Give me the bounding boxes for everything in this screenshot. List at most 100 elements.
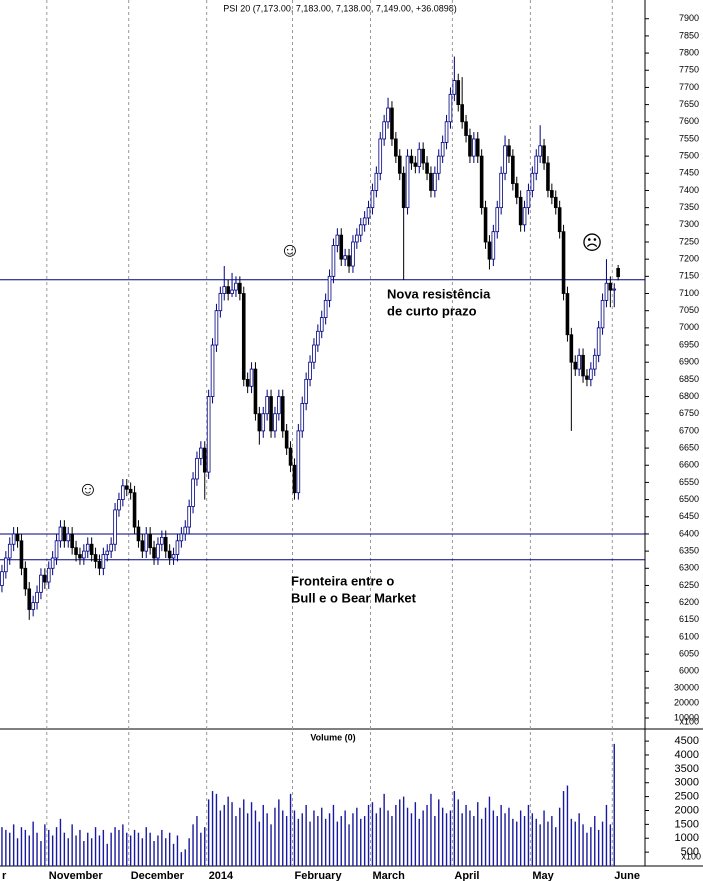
candle-body [616, 268, 620, 278]
candle-body [304, 378, 308, 404]
volume-bar [508, 807, 510, 866]
volume-bar [473, 816, 475, 866]
volume-bar [519, 810, 522, 866]
y-tick-label: 6650 [679, 442, 699, 452]
volume-tick-label: 2500 [675, 791, 699, 803]
volume-bar [67, 838, 69, 866]
candle-body [452, 80, 457, 95]
candle-body [187, 506, 191, 528]
volume-unit-label: x100 [681, 851, 701, 861]
candle-body [277, 396, 281, 415]
volume-bar [348, 824, 350, 866]
volume-bar [293, 810, 296, 866]
candle-body [23, 567, 28, 590]
volume-bar [562, 791, 565, 866]
candle-body [85, 543, 90, 552]
volume-bar [32, 821, 34, 866]
volume-bar [122, 824, 124, 866]
volume-bar [40, 841, 42, 866]
volume-bar [371, 802, 374, 866]
candle-body [429, 172, 433, 191]
candle-body [339, 234, 344, 260]
volume-bar [90, 838, 93, 866]
volume-bar [5, 829, 7, 866]
volume-bar [309, 821, 311, 866]
candle-body [121, 485, 125, 500]
candle-body [557, 207, 562, 233]
candle-body [195, 457, 199, 480]
volume-bar [243, 799, 245, 866]
candle-body [46, 567, 51, 583]
candle-body [475, 138, 480, 157]
volume-bar [239, 807, 241, 866]
candle-body [553, 196, 558, 209]
volume-bar [204, 827, 206, 866]
volume-bar [235, 816, 237, 866]
volume-bar [227, 796, 229, 866]
volume-bar [594, 816, 596, 866]
candle-body [472, 138, 476, 157]
candle-body [238, 282, 242, 294]
volume-bar [153, 841, 155, 866]
candle-body [604, 282, 609, 301]
y-tick-label: 7300 [679, 219, 699, 229]
volume-tick-label: 3500 [675, 763, 699, 775]
volume-bar [36, 832, 38, 866]
volume-bar [484, 807, 487, 866]
candle-body [479, 155, 484, 209]
candle-body [335, 234, 340, 246]
volume-bar [395, 804, 397, 866]
candle-body [401, 172, 406, 209]
candle-body [97, 561, 102, 569]
candle-body [487, 241, 492, 260]
x-tick-label: 2014 [209, 870, 234, 881]
y-tick-label: 7000 [679, 322, 699, 332]
volume-bar [500, 804, 502, 866]
volume-bar [149, 832, 151, 866]
volume-bar [574, 821, 576, 866]
volume-bar [266, 813, 268, 866]
candle-body [35, 591, 39, 604]
candle-body [612, 288, 617, 291]
volume-bar [317, 816, 319, 866]
candle-body [15, 533, 20, 542]
volume-bar [566, 785, 569, 866]
candle-body [234, 282, 238, 291]
volume-bar [582, 824, 584, 866]
candle-body [417, 148, 422, 167]
x-tick-label: April [454, 870, 479, 881]
x-tick-label: r [2, 870, 7, 881]
volume-bar [363, 816, 366, 866]
candle-body [518, 196, 523, 226]
volume-bar [367, 804, 370, 866]
candle-body [312, 344, 316, 363]
volume-bar [512, 818, 514, 866]
y-tick-label: 7800 [679, 47, 699, 57]
volume-tick-label: 4000 [675, 749, 699, 761]
volume-tick-label: 1000 [675, 832, 699, 844]
volume-bar [601, 821, 604, 866]
y-tick-label: 6200 [679, 597, 699, 607]
volume-bar [172, 843, 175, 866]
volume-bar [157, 835, 159, 866]
candle-body [257, 413, 262, 432]
candle-body [436, 155, 441, 174]
volume-bar [44, 824, 46, 866]
candle-body [585, 375, 589, 380]
candle-body [460, 104, 464, 123]
candle-body [503, 145, 507, 174]
candle-body [124, 485, 129, 490]
volume-bar [289, 793, 292, 866]
candle-body [19, 540, 24, 569]
volume-bar [480, 818, 483, 866]
volume-bar [352, 813, 354, 866]
y-tick-label: 6700 [679, 425, 699, 435]
candle-body [43, 574, 47, 583]
y-tick-label: 7150 [679, 271, 699, 281]
y-tick-label: 6850 [679, 374, 699, 384]
volume-bar [207, 799, 210, 866]
candle-body [160, 536, 164, 545]
volume-bar [356, 807, 358, 866]
candle-body [27, 588, 32, 610]
volume-bar [414, 802, 417, 866]
